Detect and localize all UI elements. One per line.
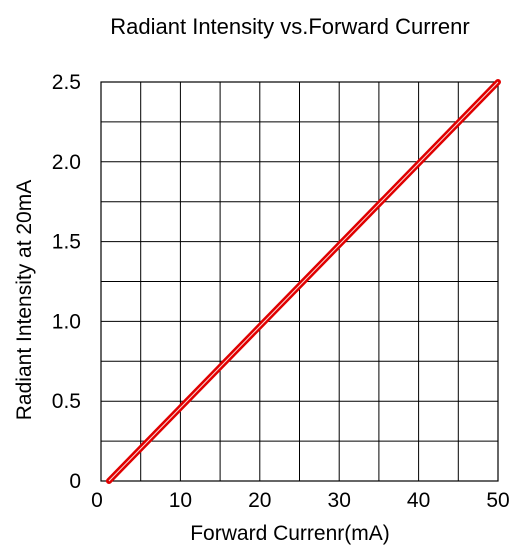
y-axis-label: Radiant Intensity at 20mA <box>13 180 36 420</box>
series-layer <box>105 79 501 484</box>
chart-title: Radiant Intensity vs.Forward Currenr <box>110 14 469 39</box>
x-tick-label: 20 <box>248 489 271 512</box>
x-tick-label: 40 <box>407 489 430 512</box>
series-line-highlight <box>108 81 499 482</box>
y-tick-label: 1.0 <box>52 310 81 333</box>
x-tick-label: 30 <box>328 489 351 512</box>
y-tick-label: 2.5 <box>52 71 81 94</box>
y-tick-label: 2.0 <box>52 151 81 174</box>
y-tick-label: 1.5 <box>52 231 81 254</box>
y-tick-label: 0 <box>69 470 81 493</box>
x-axis-label: Forward Currenr(mA) <box>190 522 390 545</box>
x-tick-label: 50 <box>486 489 509 512</box>
y-tick-label: 0.5 <box>52 390 81 413</box>
x-axis-ticks: 0 10 20 30 40 50 <box>91 489 510 512</box>
plot-frame <box>100 81 499 482</box>
y-axis-ticks: 0 0.5 1.0 1.5 2.0 2.5 <box>52 71 81 493</box>
x-tick-label: 0 <box>91 489 103 512</box>
x-tick-label: 10 <box>169 489 192 512</box>
